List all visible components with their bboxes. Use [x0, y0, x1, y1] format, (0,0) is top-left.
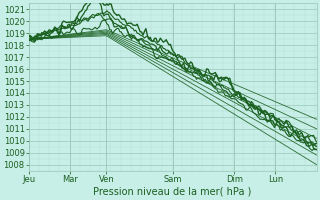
- X-axis label: Pression niveau de la mer( hPa ): Pression niveau de la mer( hPa ): [93, 187, 252, 197]
